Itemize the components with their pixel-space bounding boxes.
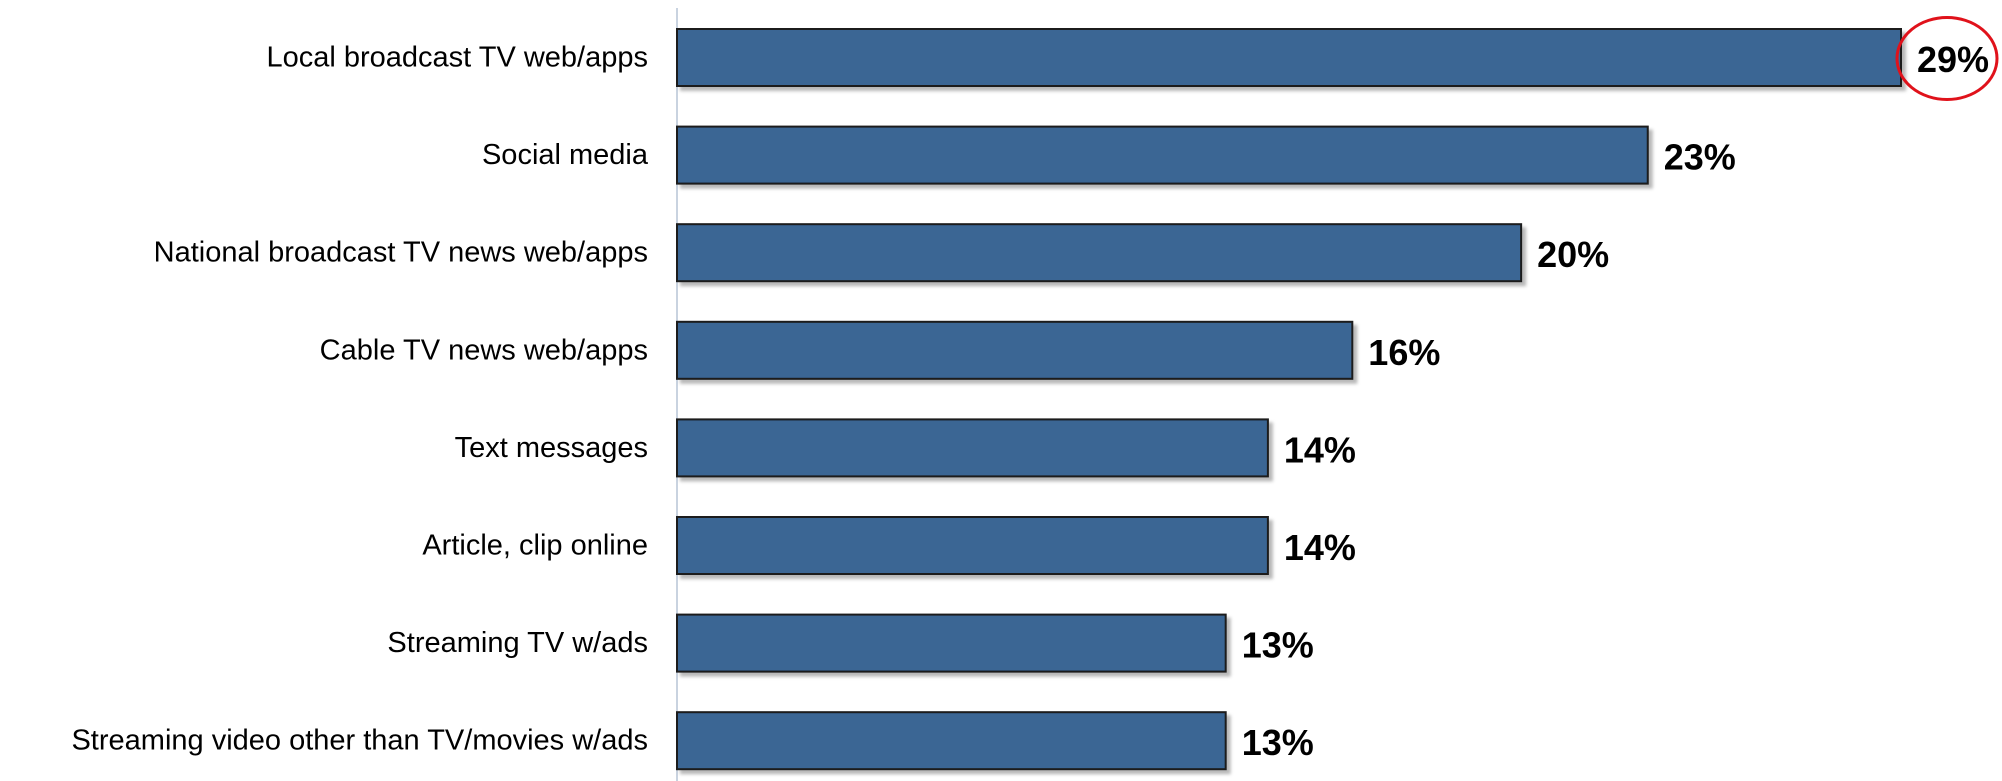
category-label-national-broadcast-tv-news-web-apps: National broadcast TV news web/apps [154, 237, 648, 269]
bar-national-broadcast-tv-news-web-apps [676, 223, 1523, 283]
category-label-streaming-tv-w-ads: Streaming TV w/ads [387, 627, 648, 659]
category-label-social-media: Social media [482, 139, 649, 171]
bar-streaming-tv-w-ads [676, 613, 1227, 673]
category-label-cable-tv-news-web-apps: Cable TV news web/apps [320, 334, 648, 366]
value-label-article-clip-online: 14% [1284, 527, 1356, 568]
bar-local-broadcast-tv-web-apps [676, 28, 1902, 87]
bar-streaming-video-other-than-tv-movies-w-ads [676, 711, 1227, 771]
category-label-article-clip-online: Article, clip online [422, 530, 648, 562]
category-label-streaming-video-other-than-tv-movies-w-ads: Streaming video other than TV/movies w/a… [71, 725, 648, 757]
bar-social-media [676, 125, 1649, 185]
value-label-local-broadcast-tv-web-apps: 29% [1917, 39, 1989, 80]
highlight-circle [1895, 16, 1999, 101]
value-label-streaming-tv-w-ads: 13% [1242, 625, 1314, 666]
value-label-streaming-video-other-than-tv-movies-w-ads: 13% [1242, 722, 1314, 763]
bar-article-clip-online [676, 516, 1269, 575]
value-label-cable-tv-news-web-apps: 16% [1368, 332, 1440, 373]
value-label-social-media: 23% [1664, 137, 1736, 178]
value-label-text-messages: 14% [1284, 429, 1356, 470]
category-label-text-messages: Text messages [455, 432, 648, 464]
category-label-local-broadcast-tv-web-apps: Local broadcast TV web/apps [266, 42, 648, 74]
bar-text-messages [676, 418, 1269, 478]
bar-cable-tv-news-web-apps [676, 320, 1354, 380]
value-label-national-broadcast-tv-news-web-apps: 20% [1537, 234, 1609, 275]
